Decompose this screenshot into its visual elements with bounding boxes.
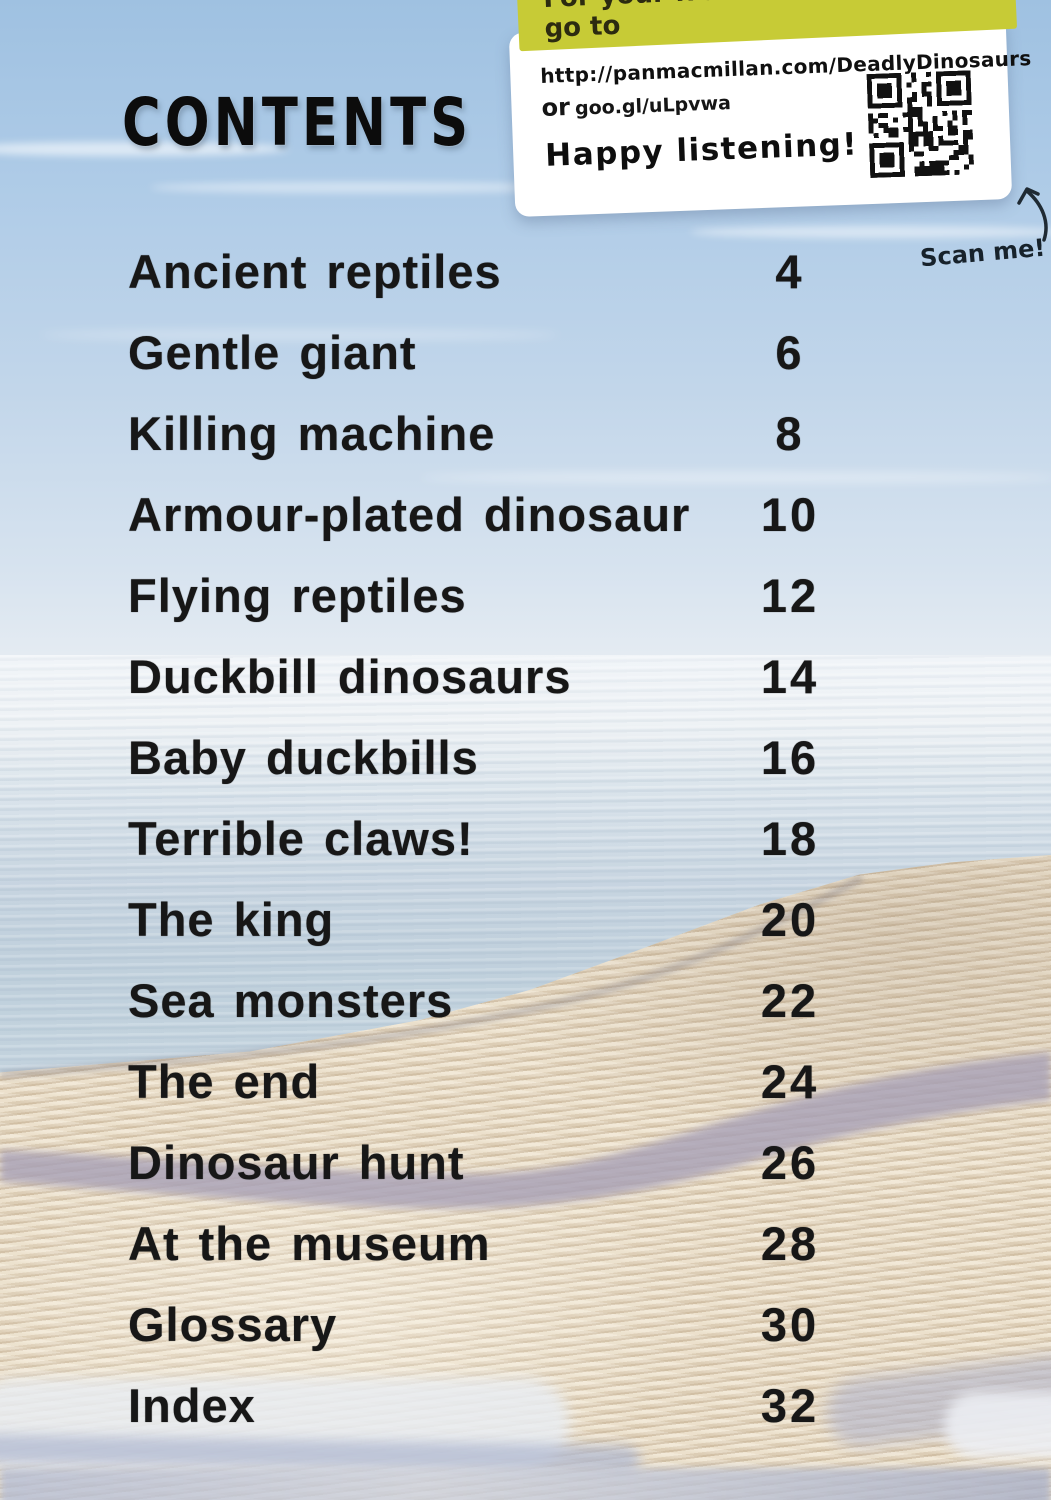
toc-entry-title: Duckbill dinosaurs [128,650,572,703]
toc-entry-page: 26 [760,1136,820,1189]
toc-entry-page: 4 [775,245,805,298]
toc-entry-page: 6 [775,326,805,379]
toc-entry-page: 10 [760,488,820,541]
toc-entry-page: 18 [760,812,820,865]
toc-entry-title: Killing machine [128,407,496,460]
toc-row: Killing machine 8 [128,393,848,474]
toc-entry-title: Baby duckbills [128,731,479,784]
toc-entry-title: Ancient reptiles [128,245,502,298]
toc-row: Terrible claws! 18 [128,798,848,879]
shore-foam [944,1392,1051,1458]
toc-entry-title: At the museum [128,1217,491,1270]
scan-arrow-icon [1017,187,1048,242]
toc-entry-page: 8 [775,407,805,460]
qr-code-icon [866,70,974,179]
cloud-streak [0,142,290,156]
audio-promo-card: http://panmacmillan.com/DeadlyDinosaurs … [508,14,1032,218]
toc-entry-title: Flying reptiles [128,569,467,622]
toc-entry-page: 28 [760,1217,820,1270]
page-title: CONTENTS [122,84,473,161]
toc-row: Armour-plated dinosaur 10 [128,474,848,555]
waterline [0,1468,1051,1500]
audio-short-url-line: or goo.gl/uLpvwa [541,87,731,122]
toc-row: Ancient reptiles 4 [128,231,848,312]
toc-entry-title: The king [128,893,335,946]
toc-entry-page: 24 [760,1055,820,1108]
toc-entry-title: Dinosaur hunt [128,1136,465,1189]
toc-row: The end 24 [128,1041,848,1122]
toc-entry-page: 32 [760,1379,820,1432]
cloud-streak [420,472,1051,483]
toc-row: Gentle giant 6 [128,312,848,393]
toc-entry-page: 12 [760,569,820,622]
toc-row: Sea monsters 22 [128,960,848,1041]
or-label: or [541,92,571,123]
toc-row: Baby duckbills 16 [128,717,848,798]
toc-entry-title: Glossary [128,1298,338,1351]
toc-entry-title: Gentle giant [128,326,417,379]
toc-entry-title: Armour-plated dinosaur [128,488,691,541]
toc-row: The king 20 [128,879,848,960]
cloud-streak [40,330,560,340]
toc-entry-title: Terrible claws! [128,812,474,865]
audio-tagline: Happy listening! [544,126,859,174]
toc-row: At the museum 28 [128,1203,848,1284]
toc-list: Ancient reptiles 4 Gentle giant 6 Killin… [128,231,848,1446]
toc-entry-title: Sea monsters [128,974,454,1027]
toc-entry-page: 22 [760,974,820,1027]
toc-row: Dinosaur hunt 26 [128,1122,848,1203]
toc-entry-page: 14 [760,650,820,703]
toc-row: Glossary 30 [128,1284,848,1365]
cloud-streak [690,226,1051,238]
toc-entry-page: 30 [760,1298,820,1351]
toc-row: Index 32 [128,1365,848,1446]
toc-entry-page: 20 [760,893,820,946]
audio-short-url: goo.gl/uLpvwa [574,92,732,120]
toc-entry-page: 16 [760,731,820,784]
toc-row: Flying reptiles 12 [128,555,848,636]
toc-row: Duckbill dinosaurs 14 [128,636,848,717]
toc-entry-title: Index [128,1379,256,1432]
toc-entry-title: The end [128,1055,321,1108]
cloud-streak [150,182,570,193]
scan-me-label: Scan me! [919,233,1047,273]
